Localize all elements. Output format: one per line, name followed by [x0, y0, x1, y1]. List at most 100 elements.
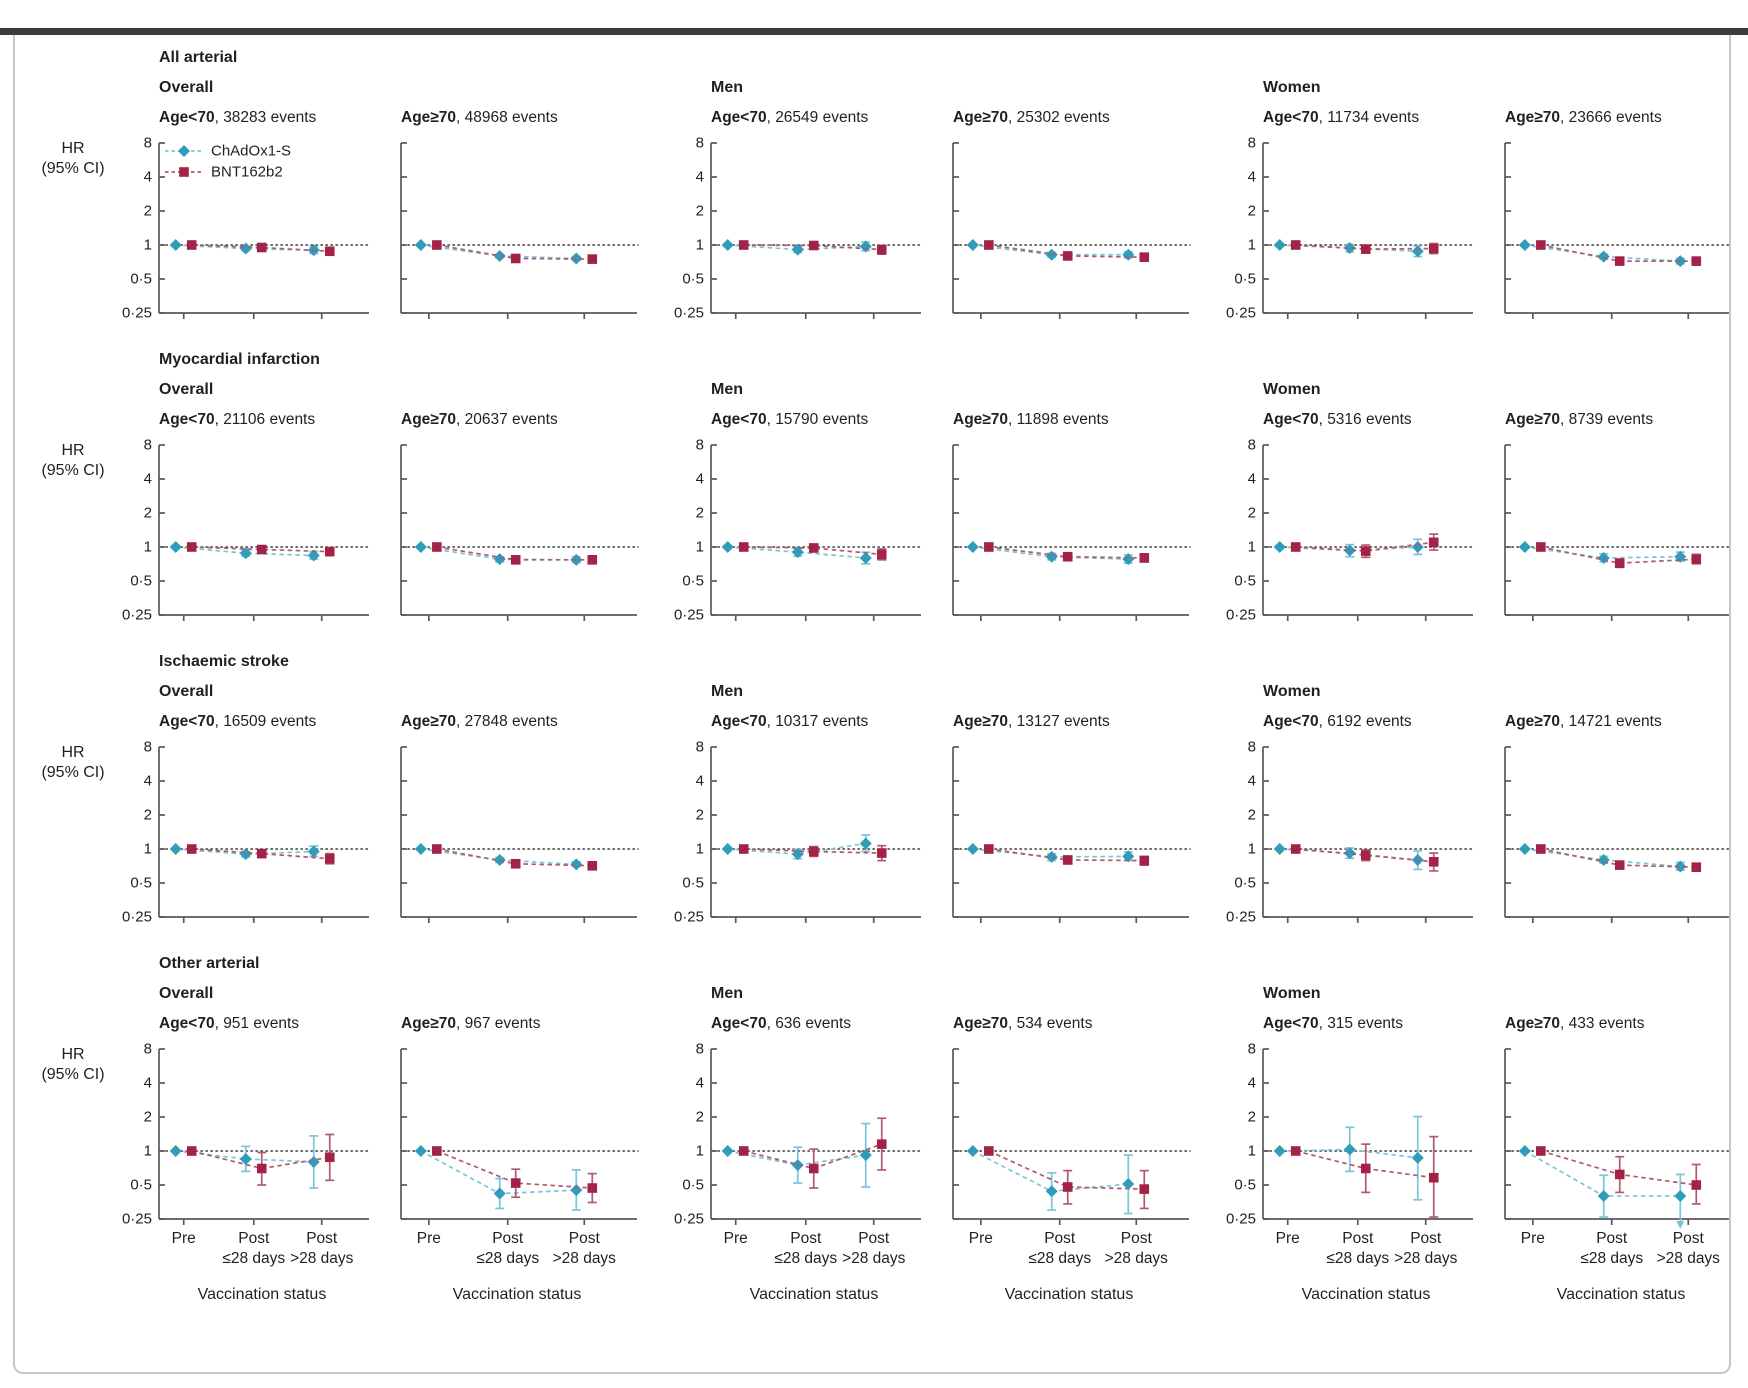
chadox1-s-trend-line [175, 848, 314, 856]
bnt162b2-marker [1691, 554, 1702, 564]
chadox1-s-marker [1411, 541, 1424, 553]
x-tick-label: ≤28 days [222, 1250, 285, 1267]
bnt162b2-marker [186, 542, 197, 552]
chadox1-s-marker [493, 853, 506, 866]
chadox1-s-marker [1518, 239, 1531, 251]
chadox1-s-marker [493, 1187, 506, 1200]
y-tick-label: 8 [144, 437, 152, 454]
events-label: , 6192 events [1318, 713, 1412, 730]
y-tick-label: 0·5 [682, 1177, 704, 1194]
bnt162b2-marker [738, 542, 749, 552]
age-label: Age<70 [1263, 1015, 1319, 1032]
panel-overall-age-70: Age≥70, 27848 events [385, 713, 641, 931]
chadox1-s-marker [1045, 248, 1058, 261]
bnt162b2-trend-line [988, 546, 1145, 559]
hr-axis-label-line1: HR [61, 1046, 85, 1063]
panel-plot [952, 746, 1191, 923]
panel-header: Age<70, 15790 events [669, 411, 925, 437]
chadox1-s-trend-line [1524, 848, 1681, 868]
group-title: Women [1263, 683, 1321, 700]
bnt162b2-marker [1062, 551, 1073, 562]
chadox1-s-marker [1518, 1145, 1531, 1157]
x-tick-label: Post [1596, 1230, 1628, 1247]
y-axis-gutter: HR (95% CI) [29, 653, 117, 931]
chadox1-s-marker [1045, 850, 1058, 863]
x-tick-label: Post [238, 1230, 270, 1247]
events-label: , 27848 events [456, 713, 558, 730]
y-tick-label: 1 [144, 237, 152, 254]
hr-axis-label: HR (95% CI) [29, 955, 117, 1085]
hr-axis-label-line2: (95% CI) [41, 764, 105, 781]
bnt162b2-marker [876, 848, 887, 858]
bnt162b2-trend-line [436, 546, 593, 561]
y-tick-label: 0·5 [682, 875, 704, 892]
figure-card: HR (95% CI) All arterial Overall Age<70, 382… [13, 35, 1731, 1374]
panel-pair: Age<70, 6192 events 8 4 2 1 0·5 0·25 Age≥70, 14… [1221, 713, 1729, 931]
group-overall: Myocardial infarction Overall Age<70, 2110… [117, 351, 641, 629]
panel-header: Age≥70, 433 events [1489, 1015, 1729, 1041]
x-tick-label: Pre [417, 1230, 441, 1247]
chadox1-s-marker [1045, 1185, 1058, 1198]
events-label: , 315 events [1318, 1015, 1404, 1032]
chadox1-s-marker [1122, 248, 1135, 261]
outcome-row-ischaemic-stroke: HR (95% CI) Ischaemic stroke Overall Age<70,… [29, 653, 1729, 931]
x-tick-label: Pre [1276, 1230, 1300, 1247]
bnt162b2-marker [1062, 855, 1073, 865]
bnt162b2-marker [1428, 857, 1439, 867]
y-tick-label: 2 [696, 203, 704, 220]
group-women: Women Age<70, 6192 events 8 4 2 1 0·5 0·25 Age≥7… [1221, 653, 1729, 931]
chadox1-s-marker [307, 845, 320, 858]
age-label: Age<70 [159, 109, 215, 126]
chadox1-s-marker [1597, 250, 1610, 263]
chadox1-s-marker [307, 549, 320, 562]
y-tick-label: 2 [1248, 203, 1256, 220]
bnt162b2-marker [1428, 1172, 1439, 1183]
panel-women-age-70: Age<70, 315 events 8 4 2 1 0·5 0·25 Pre Post ≤28 … [1221, 1015, 1477, 1307]
y-tick-label: 1 [696, 237, 704, 254]
y-tick-label: 1 [144, 1143, 152, 1160]
bnt162b2-marker [186, 240, 197, 250]
chadox1-s-marker [966, 1145, 979, 1157]
bnt162b2-marker [587, 1183, 598, 1193]
bnt162b2-marker [1290, 844, 1301, 854]
x-axis-title: Vaccination status [1557, 1286, 1686, 1303]
bnt162b2-marker [808, 1163, 819, 1174]
x-tick-label: Post [1410, 1230, 1442, 1247]
chadox1-s-marker [169, 1145, 182, 1157]
y-tick-label: 2 [144, 203, 152, 220]
bnt162b2-marker [808, 543, 819, 553]
group-title: Men [711, 683, 743, 700]
panel-plot [400, 746, 639, 923]
y-tick-label: 2 [1248, 505, 1256, 522]
bnt162b2-marker [984, 240, 994, 250]
panel-header: Age<70, 11734 events [1221, 109, 1477, 135]
events-label: , 534 events [1008, 1015, 1093, 1032]
chadox1-s-marker [1411, 1151, 1424, 1164]
bnt162b2-marker [256, 242, 267, 253]
y-axis-gutter: HR (95% CI) [29, 955, 117, 1307]
chadox1-s-marker [1273, 239, 1286, 251]
group-men: Men Age<70, 636 events 8 4 2 1 0·5 0·25 Pre Post ≤… [669, 955, 1193, 1307]
panel-men-age-70: Age≥70, 534 events Pre Post ≤28 days Post >28… [937, 1015, 1193, 1307]
y-tick-label: 8 [144, 1041, 152, 1058]
panel-header: Age≥70, 967 events [385, 1015, 641, 1041]
panel-overall-age-70: Age<70, 16509 events 8 4 2 1 0·5 0·25 [117, 713, 373, 931]
panel-overall-age-70: Age<70, 21106 events 8 4 2 1 0·5 0·25 [117, 411, 373, 629]
chadox1-s-marker [239, 547, 252, 560]
bnt162b2-marker [587, 254, 598, 264]
y-tick-label: 0·5 [130, 1177, 152, 1194]
events-label: , 21106 events [214, 411, 316, 428]
outcome-title [1221, 49, 1729, 79]
chadox1-s-marker [169, 239, 182, 251]
y-tick-label: 1 [144, 841, 152, 858]
age-label: Age≥70 [1505, 411, 1561, 428]
group-title: Overall [159, 683, 214, 700]
chadox1-s-marker [1597, 1189, 1610, 1202]
events-label: , 38283 events [214, 109, 317, 126]
age-label: Age<70 [711, 411, 767, 428]
panel-plot: 8 4 2 1 0·5 0·25 Pre Post ≤28 days Post >28 days Va… [122, 1041, 371, 1303]
outcome-title: Ischaemic stroke [159, 653, 289, 670]
age-label: Age<70 [159, 713, 215, 730]
chadox1-s-marker [307, 1155, 320, 1168]
y-tick-label: 0·5 [1234, 1177, 1256, 1194]
